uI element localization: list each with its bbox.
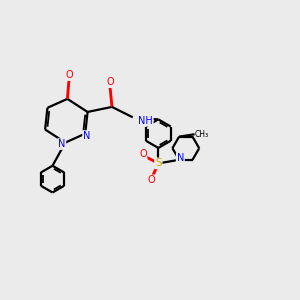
Text: O: O <box>65 70 73 80</box>
Text: N: N <box>177 153 184 163</box>
Text: N: N <box>83 131 90 141</box>
Text: O: O <box>148 175 156 185</box>
Text: N: N <box>58 139 65 149</box>
Text: O: O <box>139 149 147 160</box>
Text: S: S <box>155 158 162 168</box>
Text: NH: NH <box>138 116 153 126</box>
Text: O: O <box>107 77 114 87</box>
Text: CH₃: CH₃ <box>195 130 209 139</box>
